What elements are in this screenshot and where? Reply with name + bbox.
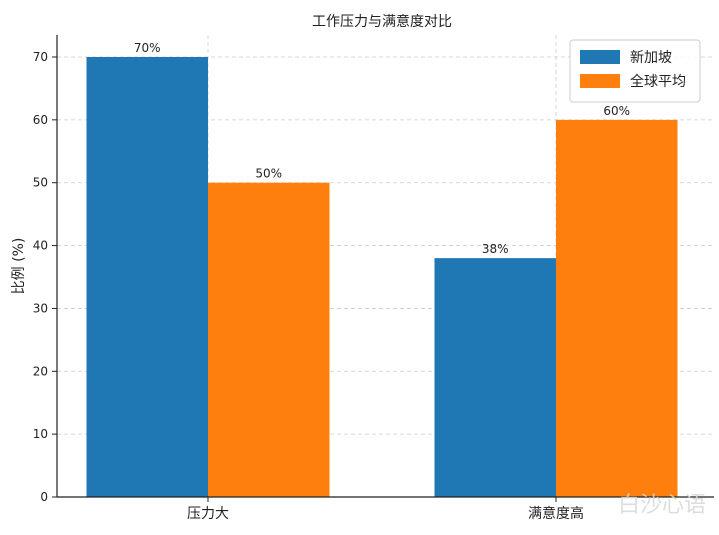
y-tick-label: 0 [40, 490, 48, 504]
bars-group [86, 57, 678, 497]
x-tick-labels: 压力大 满意度高 [187, 505, 584, 522]
legend-swatch [580, 74, 620, 88]
y-tick-label: 30 [33, 301, 48, 315]
bar [556, 119, 678, 497]
watermark-text: 白沙心语 [618, 493, 706, 518]
legend-label: 全球平均 [630, 73, 686, 90]
x-tick-label: 满意度高 [528, 505, 584, 522]
bar [434, 258, 556, 497]
y-tick-label: 20 [33, 364, 48, 378]
legend-label: 新加坡 [630, 50, 672, 66]
y-axis-label: 比例 (%) [11, 238, 27, 295]
bar-value-label: 38% [482, 242, 509, 256]
axes [52, 35, 714, 502]
chart-title: 工作压力与满意度对比 [312, 13, 452, 30]
data-labels-group: 70% 50% 38% 60% [134, 41, 630, 256]
y-tick-label: 10 [33, 427, 48, 441]
x-tick-label: 压力大 [187, 506, 229, 522]
y-tick-label: 50 [33, 176, 48, 190]
y-tick-label: 70 [33, 50, 48, 64]
bar [208, 182, 330, 497]
bar-value-label: 50% [255, 167, 282, 181]
y-tick-label: 40 [33, 239, 48, 253]
y-tick-label: 60 [33, 113, 48, 127]
bar [86, 57, 208, 497]
bar-value-label: 60% [603, 104, 630, 118]
y-tick-labels: 0 10 20 30 40 50 60 70 [33, 50, 48, 504]
bar-value-label: 70% [134, 41, 161, 55]
legend-swatch [580, 50, 620, 64]
